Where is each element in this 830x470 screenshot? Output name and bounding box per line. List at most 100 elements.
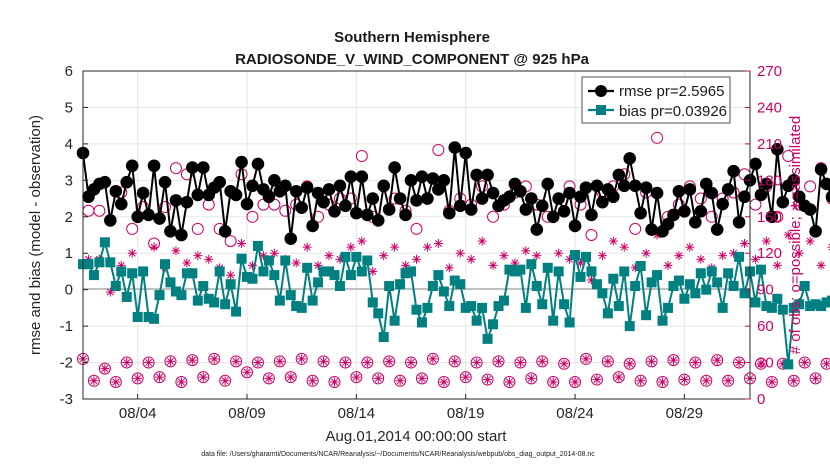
obs-assimilated-point — [368, 266, 378, 276]
bias-point — [395, 279, 406, 290]
rmse-point — [716, 197, 729, 211]
rmse-point — [218, 225, 232, 238]
rmse-point — [705, 186, 719, 200]
bias-point — [203, 293, 214, 304]
obs-possible-point — [601, 355, 614, 368]
obs-possible-point — [306, 374, 319, 387]
bias-point — [324, 266, 335, 277]
rmse-point — [738, 190, 751, 204]
bias-point — [99, 237, 110, 248]
bias-point — [231, 306, 242, 317]
bias-point — [504, 264, 515, 275]
obs-assimilated-point — [822, 359, 830, 369]
rmse-point — [268, 174, 281, 187]
rmse-point — [246, 179, 259, 193]
rmse-point — [541, 177, 555, 191]
rmse-point — [448, 141, 462, 154]
rmse-point — [432, 183, 445, 196]
obs-possible-point — [372, 372, 385, 385]
obs-possible-point — [798, 356, 811, 369]
obs-assimilated-point — [483, 375, 493, 385]
obs-assimilated-point — [636, 376, 646, 386]
obs-assimilated-point — [329, 377, 339, 387]
rmse-point — [557, 205, 571, 218]
rmse-point — [672, 184, 686, 198]
rmse-point — [689, 215, 702, 229]
bias-point — [602, 308, 613, 319]
rmse-point — [503, 190, 516, 204]
bias-point — [116, 266, 127, 277]
rmse-point — [464, 203, 478, 216]
bias-point — [559, 299, 570, 310]
bias-point — [712, 277, 723, 288]
rmse-point — [278, 179, 292, 193]
obs-assimilated-point — [674, 251, 684, 261]
bias-point — [690, 288, 701, 299]
y-tick-label: 0 — [65, 282, 73, 299]
rmse-point — [481, 168, 494, 182]
obs-possible-point — [219, 374, 232, 387]
obs-possible-point — [230, 355, 243, 368]
obs-possible-point — [711, 354, 724, 367]
obs-possible-point — [547, 375, 560, 388]
rmse-point — [525, 192, 538, 205]
bias-point — [165, 277, 176, 288]
rmse-point — [196, 161, 210, 174]
obs-possible-point — [656, 375, 669, 388]
obs-assimilated-point — [761, 236, 771, 246]
obs-possible-point — [536, 355, 549, 368]
obs-assimilated-point — [750, 254, 760, 264]
bias-point — [236, 253, 247, 264]
chart-title-line1: Southern Hemisphere — [334, 29, 490, 46]
rmse-point — [475, 192, 489, 205]
rmse-point — [563, 186, 576, 200]
obs-possible-point — [503, 375, 516, 388]
obs-possible-point — [279, 204, 292, 217]
obs-possible-point — [585, 229, 598, 241]
chart-title-line2: RADIOSONDE_V_WIND_COMPONENT @ 925 hPa — [235, 51, 590, 68]
obs-possible-point — [87, 374, 100, 387]
obs-assimilated-point — [444, 263, 454, 273]
bias-point — [570, 250, 581, 261]
bias-point — [356, 266, 367, 277]
legend-bias-label: bias pr=0.03926 — [619, 103, 727, 120]
obs-possible-point — [126, 222, 139, 235]
obs-assimilated-point — [155, 372, 165, 382]
obs-assimilated-point — [291, 258, 301, 268]
obs-assimilated-point — [477, 236, 487, 246]
obs-possible-point — [208, 352, 221, 365]
rmse-point — [732, 215, 746, 229]
rmse-point — [590, 179, 604, 193]
bias-point — [586, 266, 597, 277]
obs-assimilated-point — [767, 377, 777, 387]
rmse-point — [415, 170, 429, 183]
x-axis-label: Aug.01,2014 00:00:00 start — [326, 428, 508, 445]
bias-point — [318, 266, 329, 277]
obs-possible-point — [317, 355, 330, 368]
bias-point — [597, 288, 608, 299]
rmse-point — [300, 181, 314, 194]
rmse-point — [147, 159, 161, 173]
obs-assimilated-point — [204, 254, 214, 264]
rmse-point — [355, 170, 369, 183]
bias-point — [488, 319, 499, 330]
bias-point — [794, 299, 805, 310]
bias-point — [411, 304, 422, 315]
bias-point — [766, 302, 777, 313]
bias-point — [777, 304, 788, 315]
bias-point — [433, 270, 444, 281]
bias-point — [482, 333, 493, 344]
bias-point — [498, 295, 509, 306]
obs-assimilated-point — [811, 373, 821, 383]
bias-point — [334, 281, 345, 292]
rmse-point — [333, 179, 347, 193]
rmse-point — [360, 208, 374, 222]
obs-assimilated-point — [805, 236, 815, 246]
bias-point — [378, 332, 389, 343]
bias-point — [728, 281, 739, 292]
bias-point — [657, 315, 668, 326]
bias-point — [537, 299, 548, 310]
obs-possible-point — [235, 168, 248, 181]
rmse-point — [410, 194, 423, 207]
